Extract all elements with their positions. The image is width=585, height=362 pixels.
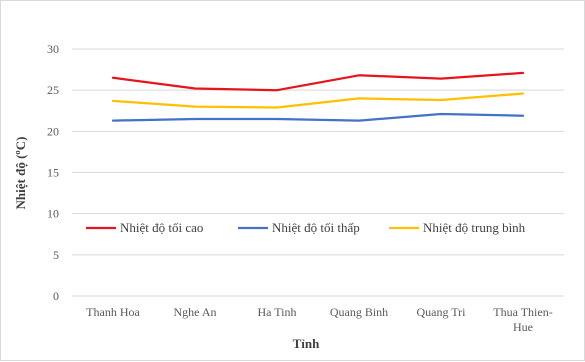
y-tick-label: 10 <box>47 207 59 221</box>
legend-bg <box>386 219 531 237</box>
y-axis-title: Nhiệt độ (ºC) <box>13 137 28 210</box>
x-tick-label: Quang Tri <box>416 305 466 319</box>
x-tick-label: Ha Tinh <box>257 305 296 319</box>
legend-label: Nhiệt độ tối cao <box>120 220 203 235</box>
x-tick-label: Thanh Hoa <box>86 305 140 319</box>
legend-label: Nhiệt độ trung bình <box>423 220 526 235</box>
legend-label: Nhiệt độ tối thấp <box>272 220 360 235</box>
y-tick-label: 15 <box>47 166 59 180</box>
series-lines <box>111 71 525 122</box>
series-line-2 <box>111 112 525 122</box>
series-line-3 <box>111 92 525 109</box>
y-tick-label: 30 <box>47 42 59 56</box>
y-tick-label: 25 <box>47 83 59 97</box>
x-axis-title: Tỉnh <box>293 336 321 351</box>
x-tick-label: Thua Thien- <box>493 305 552 319</box>
x-tick-label: Nghe An <box>174 305 217 319</box>
legend-bg <box>83 219 228 237</box>
y-tick-label: 5 <box>53 248 59 262</box>
x-axis-ticks: Thanh Hoa Nghe An Ha Tinh Quang Binh Quang T… <box>86 305 553 334</box>
x-tick-label: Quang Binh <box>330 305 388 319</box>
y-axis-ticks: 0 5 10 15 20 25 30 <box>47 42 59 303</box>
y-tick-label: 20 <box>47 124 59 138</box>
legend-bg <box>235 219 380 237</box>
y-tick-label: 0 <box>53 289 59 303</box>
legend: Nhiệt độ tối cao Nhiệt độ tối thấp Nhiệt đ… <box>83 219 531 237</box>
grid <box>72 48 564 297</box>
series-line-1 <box>111 71 525 92</box>
x-tick-label: Hue <box>513 320 533 334</box>
